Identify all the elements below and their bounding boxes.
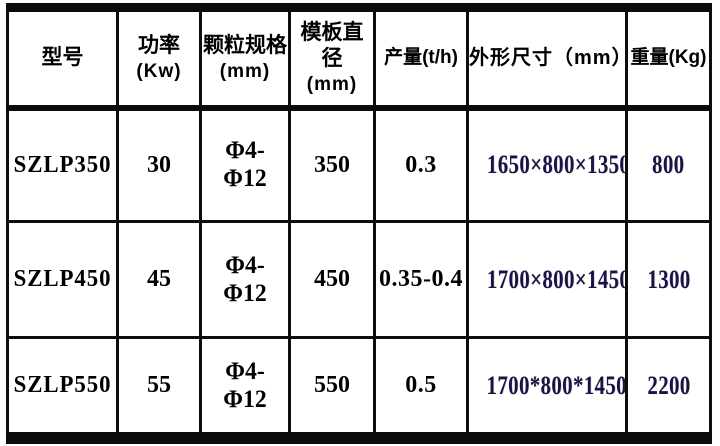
col-header-power: 功率 (Kw) bbox=[116, 6, 202, 111]
header-label: 功率 bbox=[138, 34, 180, 58]
cell-die-diameter: 550 bbox=[288, 336, 376, 440]
header-label: 产量(t/h) bbox=[384, 47, 458, 69]
cell-dimensions: 1700×800×1450 bbox=[466, 220, 628, 340]
header-unit: (Kw) bbox=[136, 60, 182, 82]
cell-model: SZLP450 bbox=[6, 220, 119, 340]
col-header-pellet-spec: 颗粒规格 (mm) bbox=[199, 6, 291, 111]
header-unit: (mm) bbox=[219, 60, 271, 82]
cell-die-diameter: 350 bbox=[288, 105, 376, 224]
cell-dimensions: 1650×800×1350 bbox=[466, 105, 628, 224]
header-label: 重量(Kg) bbox=[630, 47, 707, 69]
col-header-output: 产量(t/h) bbox=[373, 6, 469, 111]
cell-power: 45 bbox=[116, 220, 202, 340]
cell-power: 30 bbox=[116, 105, 202, 224]
cell-output: 0.5 bbox=[373, 336, 469, 440]
header-label: 外形尺寸（mm） bbox=[469, 46, 627, 69]
spec-table-container: 型号 功率 (Kw) 颗粒规格 (mm) 模板直径 (mm) 产量(t/h) bbox=[6, 3, 712, 444]
cell-die-diameter: 450 bbox=[288, 220, 376, 340]
col-header-weight: 重量(Kg) bbox=[625, 6, 712, 111]
header-label: 模板直径 bbox=[300, 21, 364, 71]
header-label: 颗粒规格 bbox=[203, 34, 287, 58]
cell-model: SZLP550 bbox=[6, 336, 119, 440]
cell-pellet-spec: Φ4-Φ12 bbox=[199, 336, 291, 440]
cell-pellet-spec: Φ4-Φ12 bbox=[199, 105, 291, 224]
cell-weight: 1300 bbox=[625, 220, 712, 340]
table-row: SZLP550 55 Φ4-Φ12 550 0.5 1700*800*1450 … bbox=[6, 336, 712, 440]
header-row: 型号 功率 (Kw) 颗粒规格 (mm) 模板直径 (mm) 产量(t/h) bbox=[6, 6, 712, 111]
cell-dimensions: 1700*800*1450 bbox=[466, 336, 628, 440]
cell-output: 0.3 bbox=[373, 105, 469, 224]
col-header-die-diameter: 模板直径 (mm) bbox=[288, 6, 376, 111]
table-row: SZLP450 45 Φ4-Φ12 450 0.35-0.4 1700×800×… bbox=[6, 220, 712, 340]
cell-model: SZLP350 bbox=[6, 105, 119, 224]
cell-output: 0.35-0.4 bbox=[373, 220, 469, 340]
table-row: SZLP350 30 Φ4-Φ12 350 0.3 1650×800×1350 … bbox=[6, 105, 712, 224]
col-header-dimensions: 外形尺寸（mm） bbox=[466, 6, 628, 111]
cell-power: 55 bbox=[116, 336, 202, 440]
header-label: 型号 bbox=[41, 46, 84, 70]
col-header-model: 型号 bbox=[6, 6, 119, 111]
cell-weight: 800 bbox=[625, 105, 712, 224]
cell-pellet-spec: Φ4-Φ12 bbox=[199, 220, 291, 340]
spec-table: 型号 功率 (Kw) 颗粒规格 (mm) 模板直径 (mm) 产量(t/h) bbox=[6, 3, 712, 444]
header-unit: (mm) bbox=[306, 73, 358, 95]
cell-weight: 2200 bbox=[625, 336, 712, 440]
